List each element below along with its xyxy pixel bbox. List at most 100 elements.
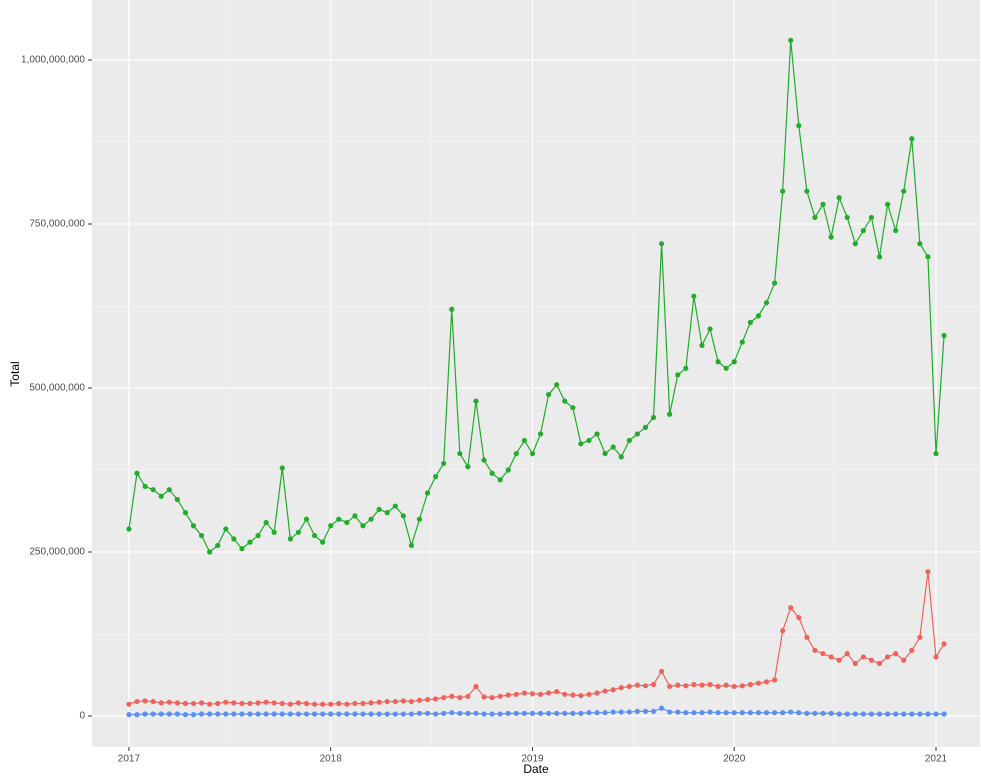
point [449, 306, 455, 312]
point [134, 712, 140, 718]
point [231, 536, 237, 542]
point [473, 398, 479, 404]
point [570, 405, 576, 411]
y-tick-label: 1,000,000,000 [21, 55, 85, 66]
point [481, 694, 487, 700]
point [505, 692, 511, 698]
point [909, 711, 915, 717]
point [909, 136, 915, 142]
point [198, 700, 205, 706]
point [247, 700, 253, 707]
point [352, 711, 358, 717]
point [416, 710, 423, 716]
x-axis-title: Date [523, 762, 549, 776]
point [328, 701, 334, 707]
point [424, 710, 431, 716]
point [618, 454, 624, 460]
point [933, 711, 939, 717]
point [279, 465, 285, 471]
point [263, 699, 269, 705]
point [158, 493, 164, 499]
point [150, 698, 156, 705]
point [739, 339, 745, 345]
point [287, 711, 293, 717]
point [796, 123, 802, 129]
point [489, 711, 495, 717]
point [320, 711, 326, 717]
point [941, 332, 947, 339]
point [223, 699, 229, 705]
point [771, 677, 778, 683]
point [198, 532, 205, 539]
y-axis-title: Total [8, 361, 22, 386]
point [529, 710, 536, 716]
y-tick-label: 750,000,000 [29, 219, 85, 230]
point [537, 691, 544, 697]
point [311, 532, 318, 539]
point [352, 513, 358, 519]
point [731, 710, 737, 716]
point [231, 711, 237, 717]
point [828, 710, 834, 716]
point [263, 519, 269, 526]
point [408, 698, 415, 705]
point [416, 516, 423, 522]
point [675, 372, 681, 378]
point [763, 710, 770, 716]
point [909, 647, 915, 653]
point [546, 391, 552, 398]
point [659, 241, 665, 247]
point [368, 700, 374, 706]
point [594, 710, 600, 716]
point [755, 313, 762, 319]
point [215, 700, 221, 707]
point [457, 695, 463, 701]
point [691, 681, 697, 688]
point [868, 214, 875, 221]
x-tick-label: 2017 [118, 754, 141, 765]
point [384, 711, 390, 717]
point [223, 526, 229, 532]
point [376, 711, 382, 717]
point [586, 691, 592, 697]
point [174, 711, 180, 717]
point [465, 693, 471, 699]
point [360, 700, 366, 707]
point [860, 654, 866, 660]
point [763, 300, 770, 306]
point [699, 342, 705, 348]
point [546, 710, 552, 716]
point [295, 711, 302, 717]
point [715, 683, 721, 690]
point [562, 710, 568, 716]
point [876, 254, 883, 260]
point [828, 654, 834, 660]
point [174, 496, 180, 503]
point [457, 450, 463, 457]
point [521, 690, 527, 696]
point [231, 700, 237, 706]
point [554, 689, 560, 695]
point [933, 450, 939, 457]
point [650, 681, 657, 688]
point [174, 700, 180, 706]
point [780, 710, 786, 716]
point [788, 605, 794, 611]
point [675, 709, 681, 715]
point [505, 467, 511, 473]
point [836, 657, 842, 663]
point [190, 700, 197, 707]
point [223, 711, 229, 717]
point [400, 513, 406, 519]
point [303, 711, 310, 717]
point [852, 711, 858, 717]
point [642, 683, 649, 689]
point [723, 710, 729, 716]
point [626, 709, 632, 715]
y-tick-label: 500,000,000 [29, 383, 85, 394]
point [489, 470, 495, 476]
point [529, 691, 536, 697]
point [715, 710, 721, 716]
point [134, 470, 140, 476]
point [287, 536, 293, 542]
